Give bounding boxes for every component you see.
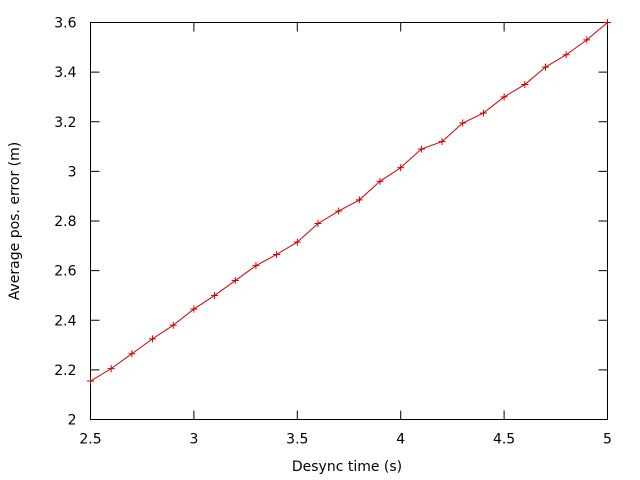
data-point: [273, 250, 281, 258]
data-point: [211, 291, 219, 299]
y-tick-label: 3: [68, 164, 77, 180]
x-tick-label: 4.5: [493, 432, 515, 448]
data-point: [604, 19, 611, 26]
y-axis-label: Average pos. error (m): [7, 142, 23, 301]
y-tick-label: 3.6: [54, 16, 76, 32]
y-tick-label: 2: [68, 413, 77, 429]
x-tick-label: 4: [396, 432, 405, 448]
x-tick-label: 2.5: [79, 432, 101, 448]
data-point: [397, 164, 405, 172]
x-tick-label: 3: [189, 432, 198, 448]
data-point: [541, 63, 549, 71]
data-point: [149, 335, 157, 343]
data-point: [128, 350, 136, 358]
y-tick-label: 3.4: [54, 65, 76, 81]
plot-frame: [90, 22, 608, 420]
data-point: [107, 365, 115, 373]
series-layer: [87, 19, 611, 385]
data-point: [376, 177, 384, 185]
data-point: [190, 305, 198, 313]
x-axis-label: Desync time (s): [292, 459, 402, 475]
data-point: [355, 196, 363, 204]
series-line: [90, 22, 608, 382]
data-point: [293, 238, 301, 246]
data-point: [314, 219, 322, 227]
data-point: [335, 207, 343, 215]
axis-ticks: 2.5 3 3.5 4 4.5 5 2 2.2 2.4 2.6 2.8 3 3.2 3.4 3.6: [54, 16, 612, 448]
y-tick-label: 2.2: [54, 363, 76, 379]
data-point: [500, 93, 508, 101]
data-point: [459, 119, 467, 127]
data-point: [417, 145, 425, 153]
data-point: [521, 81, 529, 89]
data-point: [583, 36, 591, 44]
data-point: [562, 51, 570, 59]
data-point: [438, 138, 446, 146]
y-tick-label: 2.4: [54, 313, 76, 329]
data-point: [231, 277, 239, 285]
y-tick-label: 3.2: [54, 115, 76, 131]
y-tick-label: 2.6: [54, 264, 76, 280]
data-point: [479, 109, 487, 117]
data-point: [252, 262, 260, 270]
data-point: [169, 321, 177, 329]
x-tick-label: 3.5: [286, 432, 308, 448]
data-point: [87, 377, 94, 385]
x-tick-label: 5: [603, 432, 612, 448]
y-tick-label: 2.8: [54, 214, 76, 230]
